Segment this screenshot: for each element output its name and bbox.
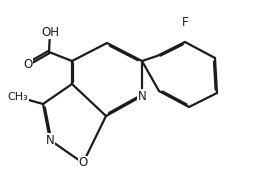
Text: N: N — [46, 134, 54, 146]
Text: N: N — [138, 89, 146, 102]
Text: F: F — [182, 15, 188, 29]
Text: O: O — [23, 57, 33, 70]
Text: OH: OH — [41, 26, 59, 38]
Text: O: O — [78, 157, 87, 169]
Text: CH₃: CH₃ — [8, 92, 28, 102]
